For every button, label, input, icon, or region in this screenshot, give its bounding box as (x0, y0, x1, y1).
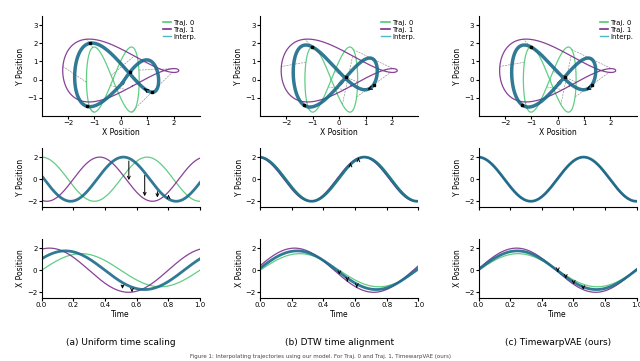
Y-axis label: X Position: X Position (453, 250, 462, 287)
Text: (b) DTW time alignment: (b) DTW time alignment (285, 338, 394, 347)
X-axis label: X Position: X Position (539, 128, 577, 137)
X-axis label: X Position: X Position (102, 128, 140, 137)
X-axis label: Time: Time (548, 310, 567, 319)
Y-axis label: Y Position: Y Position (234, 159, 244, 196)
Y-axis label: Y Position: Y Position (16, 159, 25, 196)
Y-axis label: Y Position: Y Position (453, 47, 462, 84)
X-axis label: X Position: X Position (321, 128, 358, 137)
Y-axis label: Y Position: Y Position (234, 47, 243, 84)
Y-axis label: X Position: X Position (16, 250, 25, 287)
Y-axis label: X Position: X Position (234, 250, 244, 287)
X-axis label: Time: Time (330, 310, 349, 319)
Y-axis label: Y Position: Y Position (16, 47, 25, 84)
Text: (c) TimewarpVAE (ours): (c) TimewarpVAE (ours) (504, 338, 611, 347)
Text: Figure 1: Interpolating trajectories using our model. For Traj. 0 and Traj. 1, T: Figure 1: Interpolating trajectories usi… (189, 354, 451, 359)
Text: (a) Uniform time scaling: (a) Uniform time scaling (66, 338, 175, 347)
X-axis label: Time: Time (111, 310, 130, 319)
Legend: Traj. 0, Traj. 1, Interp.: Traj. 0, Traj. 1, Interp. (597, 17, 636, 43)
Y-axis label: Y Position: Y Position (453, 159, 462, 196)
Legend: Traj. 0, Traj. 1, Interp.: Traj. 0, Traj. 1, Interp. (379, 17, 418, 43)
Legend: Traj. 0, Traj. 1, Interp.: Traj. 0, Traj. 1, Interp. (160, 17, 199, 43)
